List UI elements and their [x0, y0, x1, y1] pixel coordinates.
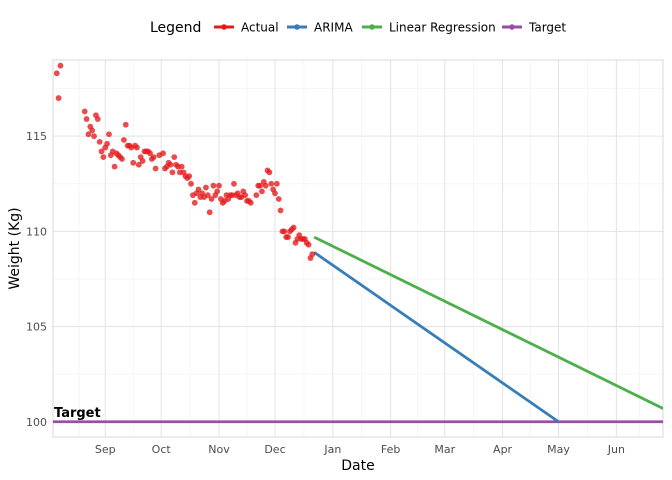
actual-point: [55, 95, 62, 101]
actual-point: [134, 144, 140, 151]
actual-point: [309, 251, 316, 258]
actual-point: [186, 173, 193, 180]
actual-point: [275, 196, 282, 202]
actual-point: [100, 154, 107, 161]
actual-point: [257, 182, 263, 189]
actual-point: [210, 182, 217, 189]
actual-point: [91, 133, 97, 140]
actual-point: [83, 116, 90, 122]
x-tick-label: Nov: [208, 443, 230, 456]
actual-point: [96, 138, 103, 145]
actual-point: [130, 159, 137, 166]
actual-point: [262, 182, 269, 189]
legend-title: Legend: [150, 20, 201, 36]
x-tick-label: Jun: [607, 443, 625, 456]
plot-panel: [53, 60, 663, 437]
actual-point: [247, 199, 254, 206]
y-tick-label: 115: [26, 130, 47, 143]
actual-point: [204, 192, 211, 199]
legend-label: Actual: [241, 21, 279, 35]
legend-item-actual: Actual: [214, 21, 279, 35]
x-tick-label: May: [547, 443, 570, 456]
legend-key-point: [221, 24, 227, 30]
actual-point: [285, 234, 291, 240]
actual-point: [216, 182, 222, 189]
x-tick-label: Dec: [264, 443, 285, 456]
actual-point: [231, 180, 237, 187]
actual-point: [191, 199, 198, 206]
actual-point: [290, 224, 297, 231]
x-tick-label: Sep: [95, 443, 116, 456]
actual-point: [85, 131, 92, 138]
target-annotation: Target: [54, 406, 101, 421]
x-axis-title: Date: [341, 458, 374, 474]
actual-point: [203, 184, 209, 191]
actual-point: [147, 150, 153, 157]
legend-item-target: Target: [502, 21, 566, 35]
legend-label: Target: [528, 21, 566, 35]
actual-point: [167, 161, 174, 168]
arima-line: [313, 251, 560, 423]
actual-point: [152, 165, 159, 172]
actual-point: [111, 163, 118, 170]
y-tick-label: 105: [26, 321, 47, 334]
actual-point: [206, 209, 213, 216]
actual-point: [305, 241, 312, 248]
linear-regression-line: [313, 235, 663, 410]
plot-border: [52, 59, 664, 438]
actual-point: [266, 169, 273, 176]
actual-point: [171, 154, 178, 161]
actual-point: [253, 192, 260, 199]
actual-point: [281, 228, 288, 235]
actual-point: [178, 163, 185, 170]
actual-point: [160, 150, 166, 157]
actual-point: [259, 188, 265, 195]
legend-item-arima: ARIMA: [287, 21, 353, 35]
legend-key-point: [509, 24, 515, 30]
legend-item-linear-regression: Linear Regression: [362, 21, 496, 35]
actual-point: [272, 190, 278, 197]
actual-point: [98, 148, 105, 155]
actual-point: [122, 121, 129, 128]
legend-label: Linear Regression: [389, 21, 496, 35]
actual-point: [277, 207, 284, 214]
actual-point: [242, 192, 249, 199]
actual-point: [120, 137, 127, 143]
actual-point: [214, 188, 221, 195]
series-layer: [53, 62, 663, 424]
y-axis-title: Weight (Kg): [7, 207, 23, 289]
actual-point: [208, 196, 215, 202]
actual-point: [53, 70, 60, 77]
legend-key-point: [369, 24, 375, 30]
legend: Legend Actual ARIMA Linear Regression Target: [150, 20, 566, 36]
legend-label: ARIMA: [314, 21, 353, 35]
y-tick-label: 110: [26, 225, 47, 238]
actual-point: [57, 62, 64, 69]
actual-point: [106, 131, 112, 138]
actual-point: [188, 180, 194, 187]
actual-point: [81, 108, 88, 115]
actual-point: [94, 116, 101, 122]
x-tick-label: Oct: [152, 443, 172, 456]
actual-point: [195, 186, 202, 193]
x-tick-label: Feb: [381, 443, 400, 456]
x-tick-label: Jan: [323, 443, 341, 456]
legend-key-point: [294, 24, 300, 30]
actual-point: [139, 158, 146, 164]
actual-point: [150, 154, 157, 161]
actual-point: [169, 169, 176, 176]
actual-point: [119, 156, 125, 162]
actual-point: [104, 140, 110, 147]
actual-point: [89, 127, 96, 134]
actual-point: [268, 180, 275, 187]
actual-point: [135, 161, 142, 168]
actual-point: [273, 180, 280, 187]
y-tick-label: 100: [26, 416, 47, 429]
x-tick-label: Mar: [434, 443, 455, 456]
x-tick-label: Apr: [493, 443, 513, 456]
